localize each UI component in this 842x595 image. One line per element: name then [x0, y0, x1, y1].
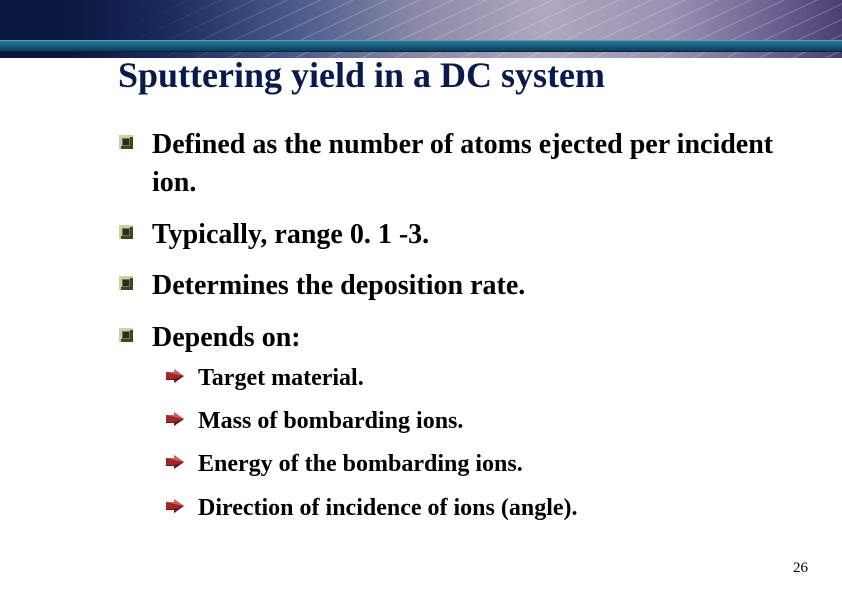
bullet-text: Typically, range 0. 1 -3. — [152, 216, 429, 254]
sub-bullet-item: Direction of incidence of ions (angle). — [166, 493, 782, 524]
arrow-bullet-icon — [166, 369, 184, 383]
bullet-text: Depends on: — [152, 319, 301, 357]
square-bullet-icon — [118, 275, 134, 291]
page-number: 26 — [793, 560, 808, 577]
square-bullet-icon — [118, 224, 134, 240]
slide-content: Defined as the number of atoms ejected p… — [118, 126, 782, 536]
sub-bullet-text: Mass of bombarding ions. — [198, 406, 463, 437]
bullet-item: Determines the deposition rate. — [118, 267, 782, 305]
sub-bullet-text: Energy of the bombarding ions. — [198, 449, 523, 480]
sub-bullet-text: Direction of incidence of ions (angle). — [198, 493, 578, 524]
bullet-text: Determines the deposition rate. — [152, 267, 525, 305]
slide-title: Sputtering yield in a DC system — [118, 54, 605, 96]
banner-accent-bar — [0, 40, 842, 52]
sub-bullet-item: Mass of bombarding ions. — [166, 406, 782, 437]
square-bullet-icon — [118, 134, 134, 150]
bullet-item: Defined as the number of atoms ejected p… — [118, 126, 782, 202]
slide-banner — [0, 0, 842, 58]
bullet-text: Defined as the number of atoms ejected p… — [152, 126, 782, 202]
sub-bullet-item: Target material. — [166, 363, 782, 394]
bullet-item: Typically, range 0. 1 -3. — [118, 216, 782, 254]
square-bullet-icon — [118, 327, 134, 343]
sub-bullet-item: Energy of the bombarding ions. — [166, 449, 782, 480]
sub-bullet-list: Target material. Mass of bombarding ions… — [166, 363, 782, 524]
bullet-item: Depends on: — [118, 319, 782, 357]
arrow-bullet-icon — [166, 499, 184, 513]
sub-bullet-text: Target material. — [198, 363, 364, 394]
arrow-bullet-icon — [166, 412, 184, 426]
arrow-bullet-icon — [166, 455, 184, 469]
